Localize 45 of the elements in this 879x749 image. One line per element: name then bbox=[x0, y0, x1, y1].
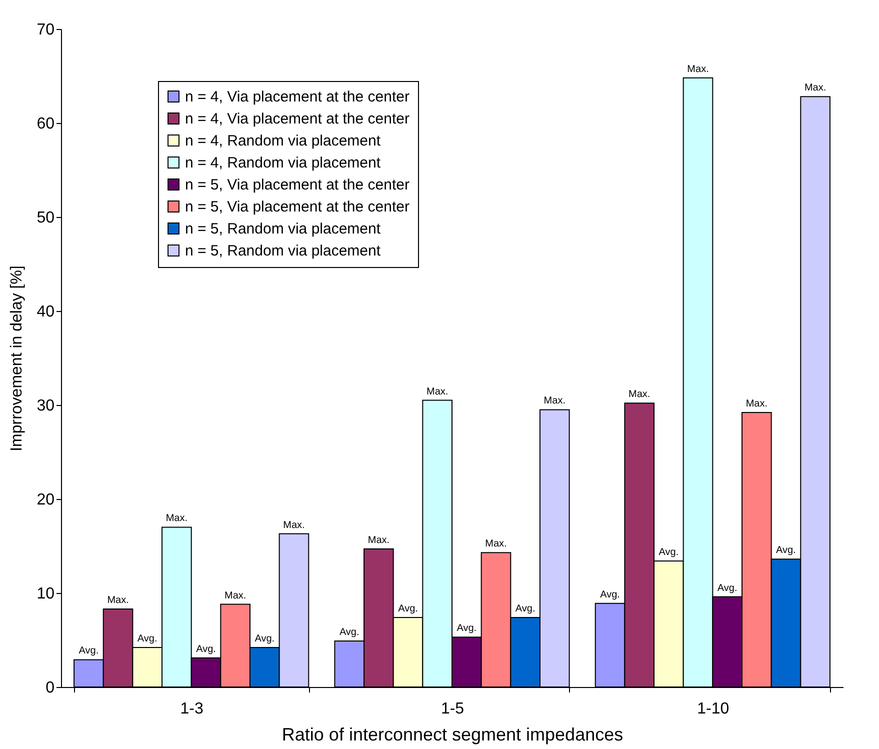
data-label: Max. bbox=[224, 590, 246, 602]
data-label: Max. bbox=[544, 396, 566, 407]
x-tick-label: 1-3 bbox=[180, 700, 204, 718]
x-tick-label: 1-5 bbox=[440, 700, 464, 718]
legend-label: n = 5, Via placement at the center bbox=[185, 176, 410, 194]
data-label: Max. bbox=[687, 64, 709, 75]
data-label: Avg. bbox=[254, 634, 275, 645]
data-label: Avg. bbox=[339, 626, 360, 638]
y-tick-label: 50 bbox=[36, 210, 55, 226]
data-label: Avg. bbox=[515, 603, 536, 614]
legend-label: n = 5, Random via placement bbox=[185, 242, 382, 260]
data-label: Max. bbox=[107, 594, 129, 606]
data-label: Avg. bbox=[196, 644, 216, 655]
y-tick-label: 60 bbox=[36, 116, 55, 132]
data-label: Avg. bbox=[78, 646, 99, 657]
y-tick-label: 0 bbox=[46, 680, 55, 696]
y-tick-label: 70 bbox=[36, 22, 55, 38]
data-label: Max. bbox=[485, 538, 507, 550]
data-label: Max. bbox=[746, 398, 768, 410]
data-label: Avg. bbox=[456, 623, 477, 634]
data-label: Max. bbox=[426, 386, 448, 398]
data-label: Max. bbox=[628, 389, 650, 400]
y-tick-label: 20 bbox=[36, 492, 55, 508]
legend-label: n = 5, Via placement at the center bbox=[185, 198, 410, 216]
y-tick-label: 10 bbox=[36, 586, 55, 602]
data-label: Max. bbox=[283, 520, 305, 531]
data-label: Max. bbox=[368, 534, 390, 546]
data-label: Avg. bbox=[658, 547, 679, 558]
legend-label: n = 5, Random via placement bbox=[185, 220, 382, 238]
y-axis-title: Imprrovement in delay [%] bbox=[8, 266, 26, 452]
data-label: Avg. bbox=[137, 634, 158, 645]
legend-label: n = 4, Via placement at the center bbox=[185, 110, 410, 128]
x-tick-label: 1-10 bbox=[697, 700, 730, 718]
data-label: Max. bbox=[804, 82, 826, 94]
legend-label: n = 4, Random via placement bbox=[185, 132, 382, 150]
legend-label: n = 4, Random via placement bbox=[185, 154, 382, 172]
data-label: Avg. bbox=[600, 589, 620, 600]
data-label: Avg. bbox=[776, 545, 796, 556]
data-label: Avg. bbox=[398, 603, 418, 614]
data-label: Avg. bbox=[717, 582, 738, 594]
legend-label: n = 4, Via placement at the center bbox=[185, 88, 410, 106]
y-tick-label: 40 bbox=[36, 304, 55, 320]
y-tick-label: 30 bbox=[36, 398, 55, 414]
data-label: Max. bbox=[166, 513, 188, 524]
x-axis-title: Ratio of interconnect segment impedances bbox=[282, 724, 624, 744]
